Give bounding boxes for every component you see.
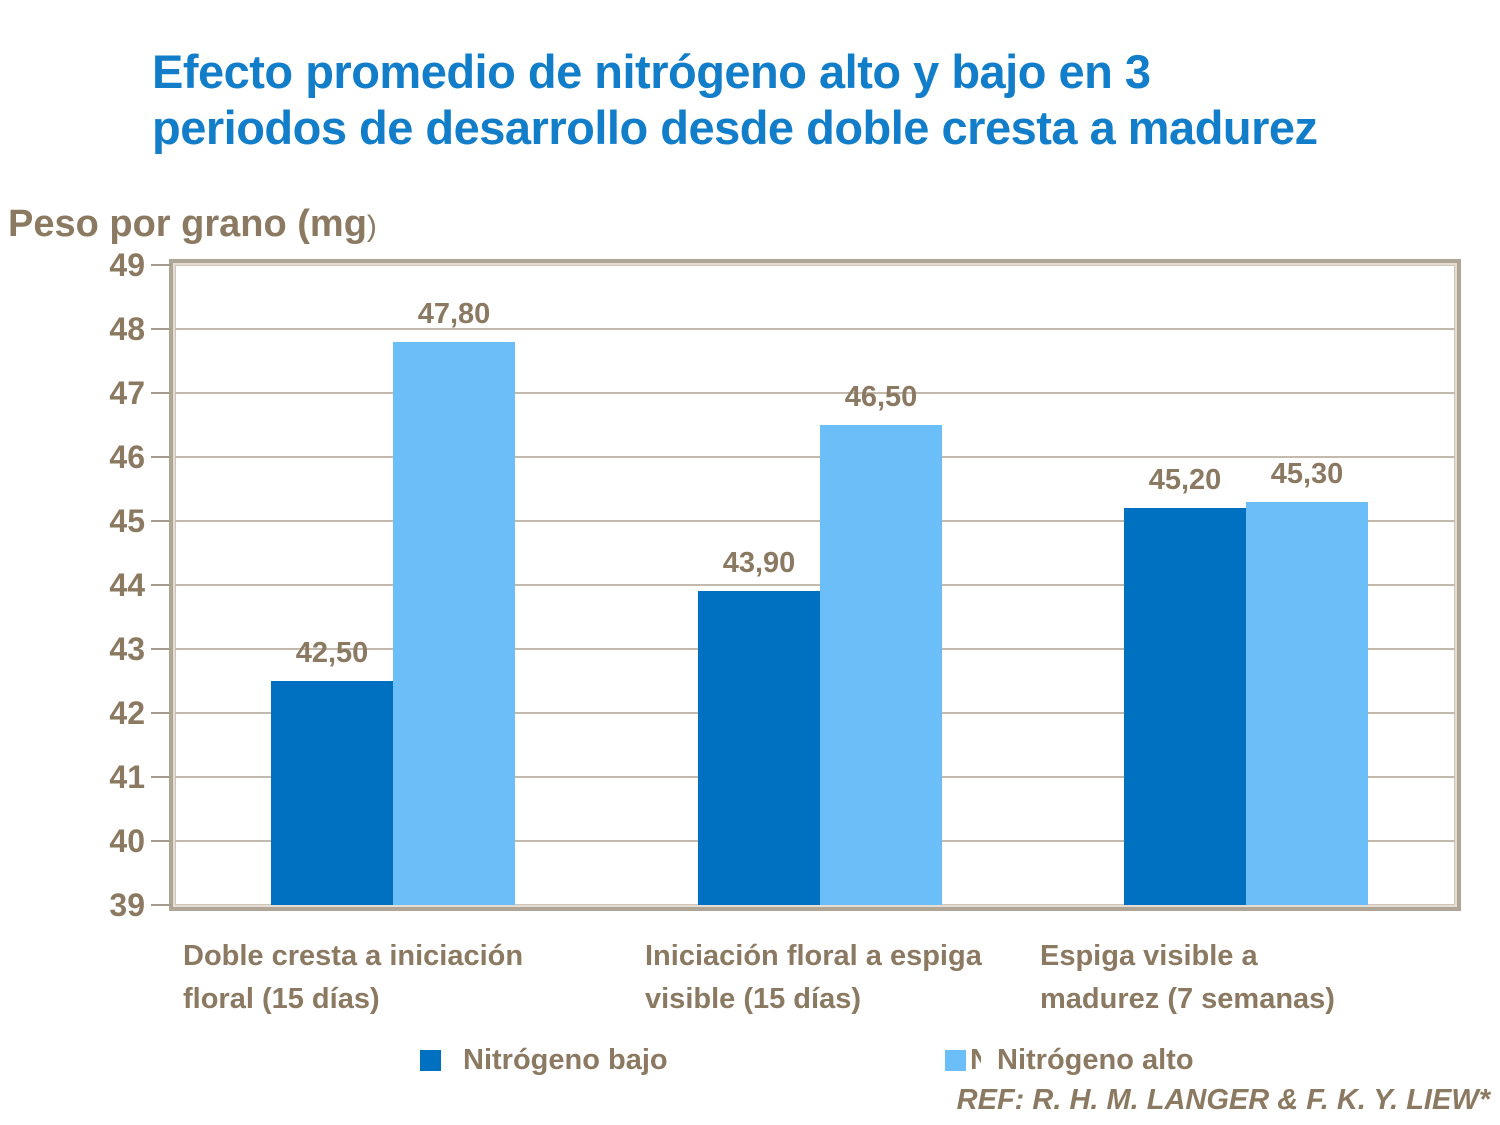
y-tick-label-48: 48 (109, 311, 145, 347)
y-axis-tick-45 (151, 520, 171, 522)
bar-nitrogeno-bajo-1 (271, 681, 393, 905)
bar-nitrogeno-alto-1 (393, 342, 515, 905)
bar-nitrogeno-bajo-2 (698, 591, 820, 905)
y-axis-tick-46 (151, 456, 171, 458)
gridline-46 (175, 456, 1455, 458)
y-tick-label-43: 43 (109, 631, 145, 667)
y-axis-tick-42 (151, 712, 171, 714)
bar-value-label-alto-1: 47,80 (417, 298, 491, 330)
x-category-label-1: Doble cresta a iniciación floral (15 día… (183, 940, 524, 1015)
y-tick-label-45: 45 (109, 503, 145, 539)
y-axis-tick-41 (151, 776, 171, 778)
y-axis-tick-47 (151, 392, 171, 394)
y-tick-label-39: 39 (109, 887, 145, 923)
gridline-48 (175, 328, 1455, 330)
plot-area: 39 40 41 42 43 44 45 46 47 48 49 42,50 43,90 45,20 47,… (109, 247, 1455, 923)
chart-title-line-1: Efecto promedio de nitrógeno alto y bajo… (152, 45, 1151, 98)
gridline-45 (175, 520, 1455, 522)
bar-value-label-bajo-3: 45,20 (1148, 464, 1222, 496)
y-tick-label-40: 40 (109, 823, 145, 859)
bar-nitrogeno-bajo-3 (1124, 508, 1246, 905)
y-tick-label-49: 49 (109, 247, 145, 283)
y-axis-tick-39 (151, 904, 171, 906)
legend-label-nitrogeno-bajo: Nitrógeno bajo (463, 1044, 668, 1076)
y-tick-label-41: 41 (109, 759, 145, 795)
y-axis-title-paren: ) (366, 210, 377, 243)
x-category-label-2: Iniciación floral a espiga visible (15 d… (645, 940, 982, 1015)
x-category-label-3: Espiga visible a madurez (7 semanas) (1040, 940, 1335, 1015)
legend-swatch-nitrogeno-bajo (420, 1050, 441, 1071)
y-axis-tick-49 (151, 264, 171, 266)
bar-value-label-alto-3: 45,30 (1270, 458, 1344, 490)
legend-label-nitrogeno-alto: Nitrógeno alto (997, 1044, 1194, 1076)
reference-citation: REF: R. H. M. LANGER & F. K. Y. LIEW* (956, 1084, 1490, 1116)
bar-nitrogeno-alto-3 (1246, 502, 1368, 905)
gridline-44 (175, 584, 1455, 586)
y-tick-label-42: 42 (109, 695, 145, 731)
bar-nitrogeno-alto-2 (820, 425, 942, 905)
gridline-47 (175, 392, 1455, 394)
y-axis-title: Peso por grano (mg) (8, 203, 377, 246)
y-axis-tick-48 (151, 328, 171, 330)
bar-value-label-alto-2: 46,50 (844, 381, 918, 413)
bar-value-label-bajo-2: 43,90 (722, 547, 796, 579)
y-axis-tick-43 (151, 648, 171, 650)
y-axis-tick-44 (151, 584, 171, 586)
y-axis-title-text: Peso por grano (mg (8, 203, 367, 245)
chart-title: Efecto promedio de nitrógeno alto y bajo… (152, 44, 1462, 156)
bar-value-label-bajo-1: 42,50 (295, 637, 369, 669)
y-tick-label-46: 46 (109, 439, 145, 475)
y-axis-tick-40 (151, 840, 171, 842)
legend-swatch-nitrogeno-alto (945, 1050, 966, 1071)
y-tick-label-44: 44 (109, 567, 145, 603)
legend-artifact-clipped-char: N (970, 1044, 981, 1076)
chart-title-line-2: periodos de desarrollo desde doble crest… (152, 101, 1318, 154)
y-tick-label-47: 47 (109, 375, 145, 411)
